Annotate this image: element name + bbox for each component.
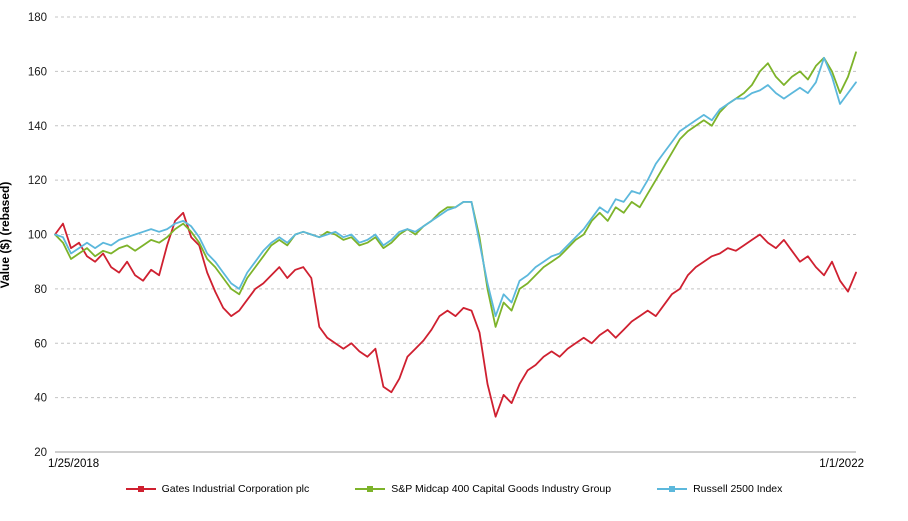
x-axis-end-label: 1/1/2022 <box>819 458 864 470</box>
legend-item-gates: Gates Industrial Corporation plc <box>125 483 310 495</box>
y-tick-label: 60 <box>34 338 47 350</box>
series-line-1 <box>54 51 857 328</box>
legend-label: Russell 2500 Index <box>693 483 783 495</box>
y-tick-label: 160 <box>28 66 47 78</box>
y-tick-label: 140 <box>28 121 47 133</box>
series-line-0 <box>54 211 857 418</box>
legend-item-russell: Russell 2500 Index <box>657 483 782 495</box>
x-axis-start-label: 1/25/2018 <box>48 458 100 470</box>
y-tick-label: 100 <box>28 230 47 242</box>
legend-line-sample-red <box>125 486 156 492</box>
y-tick-label: 40 <box>34 393 47 405</box>
legend-label: Gates Industrial Corporation plc <box>161 483 310 495</box>
y-tick-label: 180 <box>28 12 47 24</box>
legend-label: S&P Midcap 400 Capital Goods Industry Gr… <box>391 483 612 495</box>
y-tick-label: 120 <box>28 175 47 187</box>
y-tick-label: 20 <box>34 447 47 459</box>
series-line-2 <box>54 56 857 318</box>
legend-line-sample-green <box>355 486 386 492</box>
legend-line-sample-blue <box>657 486 688 492</box>
y-tick-label: 80 <box>34 284 47 296</box>
legend-item-sp-midcap: S&P Midcap 400 Capital Goods Industry Gr… <box>355 483 611 495</box>
chart-legend: Gates Industrial Corporation plc S&P Mid… <box>0 483 908 495</box>
